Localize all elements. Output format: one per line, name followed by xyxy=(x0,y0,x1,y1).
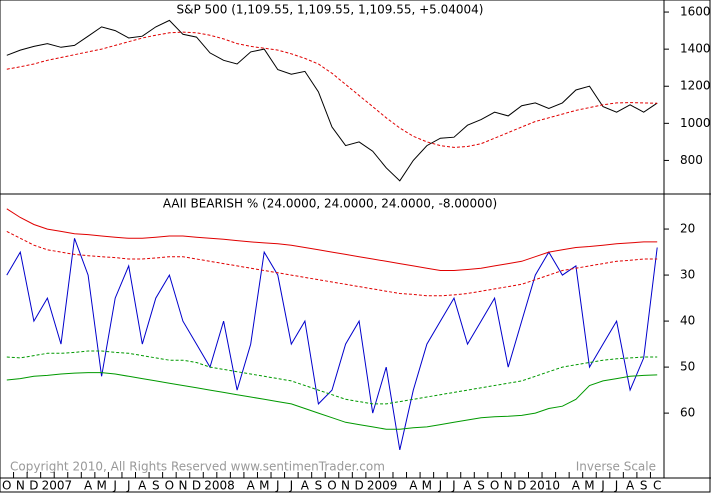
x-tick-label: O xyxy=(2,479,11,493)
x-tick-label: A xyxy=(572,479,581,493)
y-tick-label: 50 xyxy=(680,360,695,374)
series-line xyxy=(6,230,658,297)
y-tick-label: 1600 xyxy=(680,5,711,19)
x-tick-label: J xyxy=(289,479,294,493)
y-tick-label: 40 xyxy=(680,314,695,328)
x-tick-label: A xyxy=(626,479,635,493)
x-tick-label: O xyxy=(165,479,174,493)
y-tick-label: 60 xyxy=(680,406,695,420)
y-tick-label: 1000 xyxy=(680,116,711,130)
y-tick-label: 30 xyxy=(680,268,695,282)
y-tick-label: 1400 xyxy=(680,42,711,56)
x-tick-label: O xyxy=(490,479,499,493)
x-tick-label: S xyxy=(315,479,323,493)
x-tick-label: D xyxy=(192,479,201,493)
x-tick-label: A xyxy=(138,479,147,493)
x-tick-label: M xyxy=(422,479,432,493)
x-tick-label: J xyxy=(451,479,456,493)
x-tick-label: A xyxy=(247,479,256,493)
x-tick-label: A xyxy=(84,479,93,493)
top-title: S&P 500 (1,109.55, 1,109.55, 1,109.55, +… xyxy=(177,3,484,17)
x-tick-label: A xyxy=(463,479,472,493)
x-tick-label: D xyxy=(517,479,526,493)
x-tick-label: A xyxy=(301,479,310,493)
x-tick-label: 2007 xyxy=(42,479,73,493)
x-tick-label: D xyxy=(29,479,38,493)
x-tick-label: M xyxy=(259,479,269,493)
x-tick-label: S xyxy=(640,479,648,493)
series-line xyxy=(6,372,658,430)
series-line xyxy=(6,19,658,182)
x-tick-label: J xyxy=(600,479,605,493)
x-tick-label: O xyxy=(327,479,336,493)
x-tick-label: J xyxy=(438,479,443,493)
x-tick-label: N xyxy=(178,479,187,493)
x-tick-label: J xyxy=(275,479,280,493)
x-tick-label: 2008 xyxy=(204,479,235,493)
x-tick-label: N xyxy=(16,479,25,493)
y-tick-label: 20 xyxy=(680,222,695,236)
x-tick-label: J xyxy=(112,479,117,493)
x-tick-label: N xyxy=(341,479,350,493)
x-tick-label: M xyxy=(96,479,106,493)
x-tick-label: D xyxy=(354,479,363,493)
x-tick-label: 2010 xyxy=(529,479,560,493)
series-line xyxy=(6,31,658,148)
x-tick-label: S xyxy=(152,479,160,493)
x-tick-label: J xyxy=(614,479,619,493)
x-tick-label: N xyxy=(504,479,513,493)
y-tick-label: 800 xyxy=(680,153,703,167)
y-tick-label: 1200 xyxy=(680,79,711,93)
x-tick-label: M xyxy=(584,479,594,493)
scale-note: Inverse Scale xyxy=(576,460,656,474)
series-line xyxy=(6,350,658,405)
x-tick-label: A xyxy=(409,479,418,493)
series-line xyxy=(6,208,658,271)
x-tick-label: J xyxy=(126,479,131,493)
bottom-title: AAII BEARISH % (24.0000, 24.0000, 24.000… xyxy=(163,197,497,211)
x-tick-label: S xyxy=(477,479,485,493)
x-tick-label: 2009 xyxy=(367,479,398,493)
x-tick-label: C xyxy=(653,479,661,493)
copyright: Copyright 2010, All Rights Reserved www.… xyxy=(10,460,385,474)
